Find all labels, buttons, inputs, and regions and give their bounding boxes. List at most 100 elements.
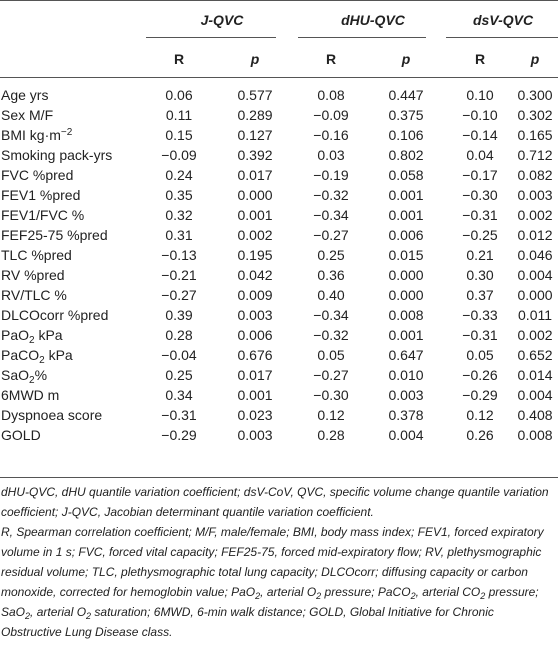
group-header-row: J-QVC dHU-QVC dsV-QVC — [0, 1, 558, 39]
table-footnote: dHU-QVC, dHU quantile variation coeffici… — [1, 482, 553, 642]
table-row: 6MWD m 0.34 0.001 −0.30 0.003 −0.29 0.004 — [0, 385, 558, 405]
group-title-dsvqvc: dsV-QVC — [472, 12, 534, 28]
table-bottom-rule — [0, 477, 558, 478]
cell-r-value: 0.30 — [466, 267, 494, 283]
row-label: TLC %pred — [1, 247, 72, 263]
table-row: BMI kg·m−2 0.15 0.127 −0.16 0.106 −0.14 0.165 — [0, 125, 558, 145]
table-row: GOLD −0.29 0.003 0.28 0.004 0.26 0.008 — [0, 425, 558, 445]
row-label: DLCOcorr %pred — [1, 307, 109, 323]
cell-p-value: 0.006 — [388, 227, 424, 243]
table-row: PaCO2 kPa −0.04 0.676 0.05 0.647 0.05 0.652 — [0, 345, 558, 366]
cell-r-value: 0.08 — [317, 87, 345, 103]
table-row: FEV1 %pred 0.35 0.000 −0.32 0.001 −0.30 0.003 — [0, 185, 558, 205]
cell-p-value: 0.001 — [388, 207, 424, 223]
cell-p-value: 0.009 — [237, 287, 273, 303]
cell-r-value: 0.40 — [317, 287, 345, 303]
correlation-table: J-QVC dHU-QVC dsV-QVC R p R p R p Age yr… — [0, 1, 558, 445]
cell-r-value: −0.29 — [462, 387, 498, 403]
row-label: Dyspnoea score — [1, 407, 103, 423]
header-blank — [0, 1, 146, 39]
col-header-r: R — [173, 51, 185, 67]
cell-r-value: 0.24 — [165, 167, 193, 183]
cell-p-value: 0.165 — [517, 127, 553, 143]
cell-r-value: −0.30 — [313, 387, 349, 403]
cell-p-value: 0.195 — [237, 247, 273, 263]
cell-p-value: 0.002 — [517, 327, 553, 343]
cell-p-value: 0.082 — [517, 167, 553, 183]
cell-p-value: 0.002 — [237, 227, 273, 243]
cell-p-value: 0.008 — [388, 307, 424, 323]
cell-p-value: 0.010 — [388, 367, 424, 383]
row-label: PaO2 kPa — [1, 327, 63, 346]
table-row: Smoking pack-yrs −0.09 0.392 0.03 0.802 0.04 0… — [0, 145, 558, 165]
cell-r-value: −0.13 — [161, 247, 197, 263]
cell-p-value: 0.000 — [388, 267, 424, 283]
cell-p-value: 0.017 — [237, 167, 273, 183]
row-label: FEV1/FVC % — [1, 207, 85, 223]
table-row: RV %pred −0.21 0.042 0.36 0.000 0.30 0.004 — [0, 265, 558, 285]
cell-p-value: 0.042 — [237, 267, 273, 283]
table-row: FVC %pred 0.24 0.017 −0.19 0.058 −0.17 0.082 — [0, 165, 558, 185]
row-label: 6MWD m — [1, 387, 60, 403]
cell-r-value: −0.19 — [313, 167, 349, 183]
group-underline-dhuqvc — [298, 37, 426, 38]
cell-p-value: 0.000 — [517, 287, 553, 303]
cell-r-value: 0.15 — [165, 127, 193, 143]
cell-p-value: 0.000 — [237, 187, 273, 203]
cell-p-value: 0.046 — [517, 247, 553, 263]
cell-r-value: −0.31 — [161, 407, 197, 423]
cell-p-value: 0.012 — [517, 227, 553, 243]
table-row: PaO2 kPa 0.28 0.006 −0.32 0.001 −0.31 0.002 — [0, 325, 558, 346]
cell-p-value: 0.002 — [517, 207, 553, 223]
col-header-p: p — [401, 51, 411, 67]
group-title-jqvc: J-QVC — [200, 12, 244, 28]
cell-p-value: 0.003 — [237, 307, 273, 323]
cell-r-value: −0.27 — [161, 287, 197, 303]
cell-r-value: −0.27 — [313, 227, 349, 243]
cell-r-value: 0.25 — [317, 247, 345, 263]
cell-r-value: 0.05 — [317, 347, 345, 363]
cell-r-value: 0.28 — [317, 427, 345, 443]
cell-p-value: 0.017 — [237, 367, 273, 383]
cell-p-value: 0.006 — [237, 327, 273, 343]
col-header-r: R — [325, 51, 337, 67]
cell-r-value: −0.09 — [313, 107, 349, 123]
cell-p-value: 0.058 — [388, 167, 424, 183]
header-bottom-rule — [0, 77, 558, 78]
row-label: FEF25-75 %pred — [1, 227, 108, 243]
table-row: FEV1/FVC % 0.32 0.001 −0.34 0.001 −0.31 0.002 — [0, 205, 558, 225]
cell-r-value: −0.21 — [161, 267, 197, 283]
cell-p-value: 0.008 — [517, 427, 553, 443]
cell-p-value: 0.001 — [237, 207, 273, 223]
cell-r-value: 0.31 — [165, 227, 193, 243]
cell-r-value: 0.32 — [165, 207, 193, 223]
cell-r-value: 0.06 — [165, 87, 193, 103]
cell-p-value: 0.392 — [237, 147, 273, 163]
table-row: Sex M/F 0.11 0.289 −0.09 0.375 −0.10 0.302 — [0, 105, 558, 125]
table-row: TLC %pred −0.13 0.195 0.25 0.015 0.21 0.046 — [0, 245, 558, 265]
row-label: FEV1 %pred — [1, 187, 81, 203]
subheader-row: R p R p R p — [0, 39, 558, 79]
cell-r-value: 0.10 — [466, 87, 494, 103]
cell-p-value: 0.003 — [388, 387, 424, 403]
cell-r-value: −0.09 — [161, 147, 197, 163]
cell-p-value: 0.378 — [388, 407, 424, 423]
cell-p-value: 0.023 — [237, 407, 273, 423]
cell-r-value: −0.17 — [462, 167, 498, 183]
cell-r-value: 0.25 — [165, 367, 193, 383]
table-row: DLCOcorr %pred 0.39 0.003 −0.34 0.008 −0.33 0.… — [0, 305, 558, 325]
cell-r-value: −0.14 — [462, 127, 498, 143]
cell-p-value: 0.015 — [388, 247, 424, 263]
cell-r-value: 0.36 — [317, 267, 345, 283]
cell-r-value: −0.32 — [313, 327, 349, 343]
cell-r-value: −0.31 — [462, 207, 498, 223]
row-label: Smoking pack-yrs — [1, 147, 113, 163]
cell-r-value: 0.28 — [165, 327, 193, 343]
cell-p-value: 0.004 — [517, 387, 553, 403]
cell-r-value: −0.34 — [313, 307, 349, 323]
col-header-p: p — [250, 51, 260, 67]
cell-p-value: 0.676 — [237, 347, 273, 363]
cell-r-value: 0.12 — [317, 407, 345, 423]
cell-p-value: 0.447 — [388, 87, 424, 103]
